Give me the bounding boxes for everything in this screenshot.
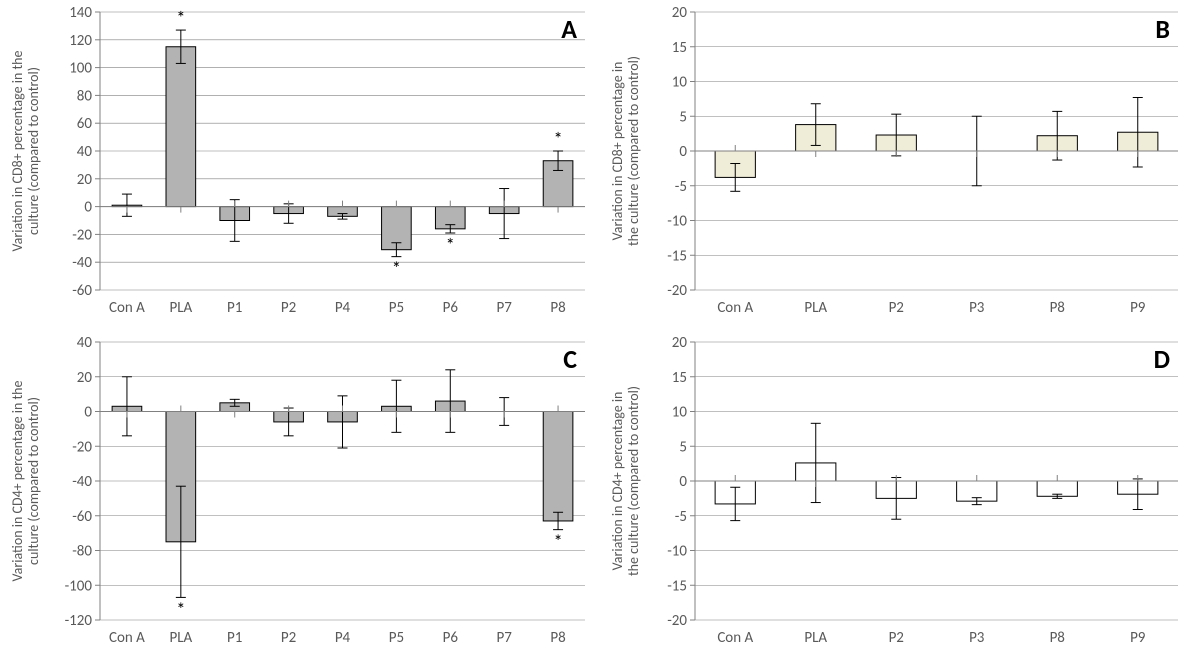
x-tick-label: P2 — [281, 629, 296, 647]
y-tick-label: 0 — [679, 473, 687, 491]
x-tick-label: P6 — [443, 299, 459, 317]
y-tick-label: -10 — [667, 543, 687, 561]
x-tick-label: P7 — [496, 629, 512, 647]
x-tick-label: Con A — [717, 299, 753, 317]
y-tick-label: 20 — [672, 4, 688, 22]
y-tick-label: -20 — [667, 282, 687, 300]
x-tick-label: PLA — [804, 629, 827, 647]
chart-svg: -120 -100 -80 -60 -40 -20 0 20 40 Con A * PLA P1 P2 P4… — [10, 330, 600, 659]
y-tick-label: -20 — [667, 612, 687, 630]
chart-svg: -20 -15 -10 -5 0 5 10 15 20 Con A PLA P2 P3 P8 P9 Varia… — [610, 0, 1190, 330]
significance-marker: * — [554, 128, 563, 150]
y-axis-label: Variation in CD4+ percentage in — [610, 392, 626, 571]
x-tick-label: P5 — [389, 299, 404, 317]
significance-marker: * — [176, 598, 185, 620]
y-tick-label: 80 — [77, 87, 93, 105]
x-tick-label: PLA — [169, 299, 192, 317]
y-tick-label: -5 — [675, 508, 687, 526]
chart-panel-d: -20 -15 -10 -5 0 5 10 15 20 Con A PLA P2 P3 P8 P9 Varia… — [610, 330, 1190, 659]
y-tick-label: 100 — [69, 60, 92, 78]
x-tick-label: Con A — [109, 299, 145, 317]
x-tick-label: P8 — [1050, 629, 1065, 647]
y-tick-label: -80 — [72, 543, 92, 561]
y-axis-label: culture (compared to control) — [25, 67, 42, 235]
significance-marker: * — [392, 258, 401, 280]
y-tick-label: 5 — [679, 108, 687, 126]
y-tick-label: -10 — [667, 213, 687, 231]
panel-label: B — [1155, 13, 1170, 45]
x-tick-label: P1 — [227, 629, 242, 647]
panel-label: D — [1154, 343, 1170, 375]
y-tick-label: 15 — [672, 369, 687, 387]
x-tick-label: P8 — [550, 299, 565, 317]
y-axis-label: culture (compared to control) — [25, 397, 42, 565]
x-tick-label: P7 — [496, 299, 512, 317]
x-tick-label: PLA — [169, 629, 192, 647]
y-axis-label: Variation in CD4+ percentage in the — [10, 380, 26, 581]
chart-panel-c: -120 -100 -80 -60 -40 -20 0 20 40 Con A * PLA P1 P2 P4… — [10, 330, 600, 659]
x-tick-label: P3 — [969, 299, 985, 317]
x-tick-label: P1 — [227, 299, 242, 317]
y-tick-label: -40 — [72, 473, 92, 491]
chart-panel-b: -20 -15 -10 -5 0 5 10 15 20 Con A PLA P2 P3 P8 P9 Varia… — [610, 0, 1190, 330]
x-tick-label: P4 — [335, 629, 351, 647]
y-axis-label: Variation in CD8+ percentage in the — [10, 50, 26, 251]
chart-svg: -20 -15 -10 -5 0 5 10 15 20 Con A PLA P2 P3 P8 P9 Varia… — [610, 330, 1190, 659]
y-tick-label: -60 — [72, 282, 92, 300]
significance-marker: * — [554, 531, 563, 553]
x-tick-label: P8 — [550, 629, 565, 647]
y-tick-label: -15 — [667, 577, 687, 595]
y-tick-label: 10 — [672, 74, 688, 92]
x-tick-label: P3 — [969, 629, 985, 647]
y-tick-label: 0 — [84, 404, 92, 422]
y-axis-label: Variation in CD8+ percentage in — [610, 62, 626, 241]
y-tick-label: 20 — [672, 334, 688, 352]
y-tick-label: 10 — [672, 404, 688, 422]
y-axis-label: the culture (compared to control) — [625, 386, 642, 576]
y-tick-label: 0 — [679, 143, 687, 161]
bar — [543, 412, 573, 521]
y-tick-label: -120 — [65, 612, 93, 630]
y-tick-label: 60 — [77, 115, 93, 133]
bar — [166, 47, 196, 207]
significance-marker: * — [176, 7, 185, 29]
x-tick-label: PLA — [804, 299, 827, 317]
y-tick-label: 20 — [77, 369, 93, 387]
y-tick-label: 120 — [69, 32, 92, 50]
x-tick-label: P2 — [889, 629, 904, 647]
chart-panel-a: -60 -40 -20 0 20 40 60 80 100 120 140 Con A * PLA P1 P2… — [10, 0, 600, 330]
significance-marker: * — [446, 234, 455, 256]
x-tick-label: P6 — [443, 629, 459, 647]
chart-svg: -60 -40 -20 0 20 40 60 80 100 120 140 Con A * PLA P1 P2… — [10, 0, 600, 330]
x-tick-label: Con A — [717, 629, 753, 647]
panel-label: A — [561, 13, 577, 45]
y-tick-label: 15 — [672, 39, 687, 57]
y-tick-label: -5 — [675, 178, 687, 196]
x-tick-label: Con A — [109, 629, 145, 647]
y-tick-label: 0 — [84, 199, 92, 217]
y-tick-label: 20 — [77, 171, 93, 189]
y-axis-label: the culture (compared to control) — [625, 56, 642, 246]
x-tick-label: P9 — [1130, 629, 1146, 647]
y-tick-label: 5 — [679, 438, 687, 456]
y-tick-label: -40 — [72, 254, 92, 272]
y-tick-label: 40 — [77, 334, 93, 352]
figure-root: -60-40-20020406080100120140Con A*PLAP1P2… — [0, 0, 1200, 659]
y-tick-label: 40 — [77, 143, 93, 161]
y-tick-label: -20 — [72, 438, 92, 456]
x-tick-label: P8 — [1050, 299, 1065, 317]
x-tick-label: P9 — [1130, 299, 1146, 317]
x-tick-label: P2 — [281, 299, 296, 317]
y-tick-label: -60 — [72, 508, 92, 526]
panel-label: C — [563, 343, 577, 375]
y-tick-label: -20 — [72, 226, 92, 244]
x-tick-label: P2 — [889, 299, 904, 317]
y-tick-label: -100 — [65, 577, 93, 595]
x-tick-label: P4 — [335, 299, 351, 317]
x-tick-label: P5 — [389, 629, 404, 647]
y-tick-label: -15 — [667, 247, 687, 265]
y-tick-label: 140 — [69, 4, 92, 22]
